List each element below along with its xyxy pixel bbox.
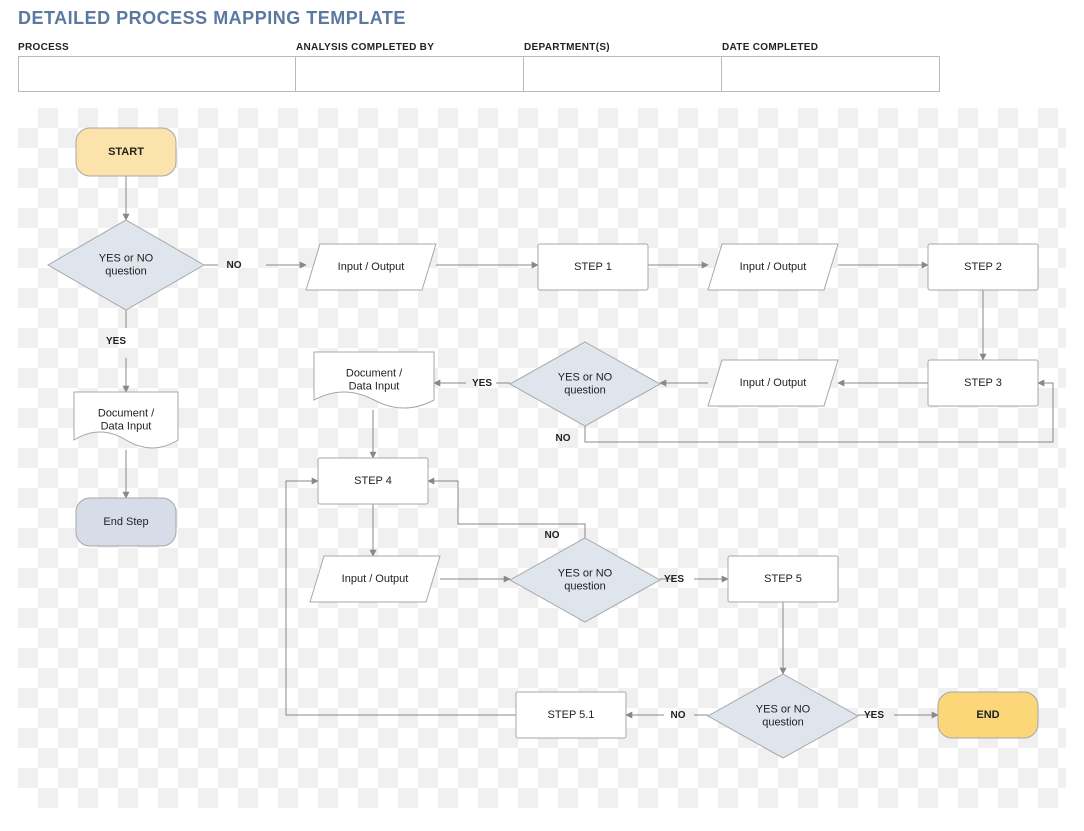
header-label-dept: DEPARTMENT(S) <box>524 42 610 53</box>
node-label: YES or NO <box>558 371 613 383</box>
node-label: Data Input <box>101 420 152 432</box>
header-label-date: DATE COMPLETED <box>722 42 818 53</box>
node-label: STEP 5 <box>764 573 802 585</box>
header-label-process: PROCESS <box>18 42 69 53</box>
node-label: Input / Output <box>338 261 405 273</box>
edge-label: YES <box>472 378 492 389</box>
node-label: Input / Output <box>740 377 807 389</box>
edge <box>428 481 585 538</box>
header-cell-analysis[interactable] <box>295 56 524 92</box>
node-label: YES or NO <box>558 567 613 579</box>
flowchart-canvas: NOYESNOYESNOYESNOYESSTARTYES or NOquesti… <box>18 108 1066 808</box>
edge-label: NO <box>227 260 242 271</box>
node-label: Data Input <box>349 380 400 392</box>
header-cell-dept[interactable] <box>523 56 722 92</box>
header-cell-process[interactable] <box>18 56 296 92</box>
edge-label: YES <box>106 336 126 347</box>
header-label-analysis: ANALYSIS COMPLETED BY <box>296 42 434 53</box>
node-label: question <box>564 580 606 592</box>
edge-label: NO <box>556 433 571 444</box>
node-label: Document / <box>98 407 155 419</box>
edge-label: YES <box>864 710 884 721</box>
edge-label: NO <box>671 710 686 721</box>
edge-label: YES <box>664 574 684 585</box>
node-label: question <box>762 716 804 728</box>
node-label: STEP 5.1 <box>548 709 595 721</box>
node-label: question <box>564 384 606 396</box>
node-label: Input / Output <box>342 573 409 585</box>
node-label: YES or NO <box>99 252 154 264</box>
header-cell-date[interactable] <box>721 56 940 92</box>
node-label: Input / Output <box>740 261 807 273</box>
node-label: End Step <box>103 516 148 528</box>
node-label: STEP 2 <box>964 261 1002 273</box>
flowchart-svg: NOYESNOYESNOYESNOYESSTARTYES or NOquesti… <box>18 108 1066 808</box>
node-label: STEP 4 <box>354 475 392 487</box>
node-label: STEP 1 <box>574 261 612 273</box>
page-title: DETAILED PROCESS MAPPING TEMPLATE <box>18 8 406 29</box>
node-label: START <box>108 146 144 158</box>
node-label: YES or NO <box>756 703 811 715</box>
node-label: question <box>105 265 147 277</box>
node-label: STEP 3 <box>964 377 1002 389</box>
node-label: END <box>976 709 999 721</box>
edge-label: NO <box>545 530 560 541</box>
node-label: Document / <box>346 367 403 379</box>
